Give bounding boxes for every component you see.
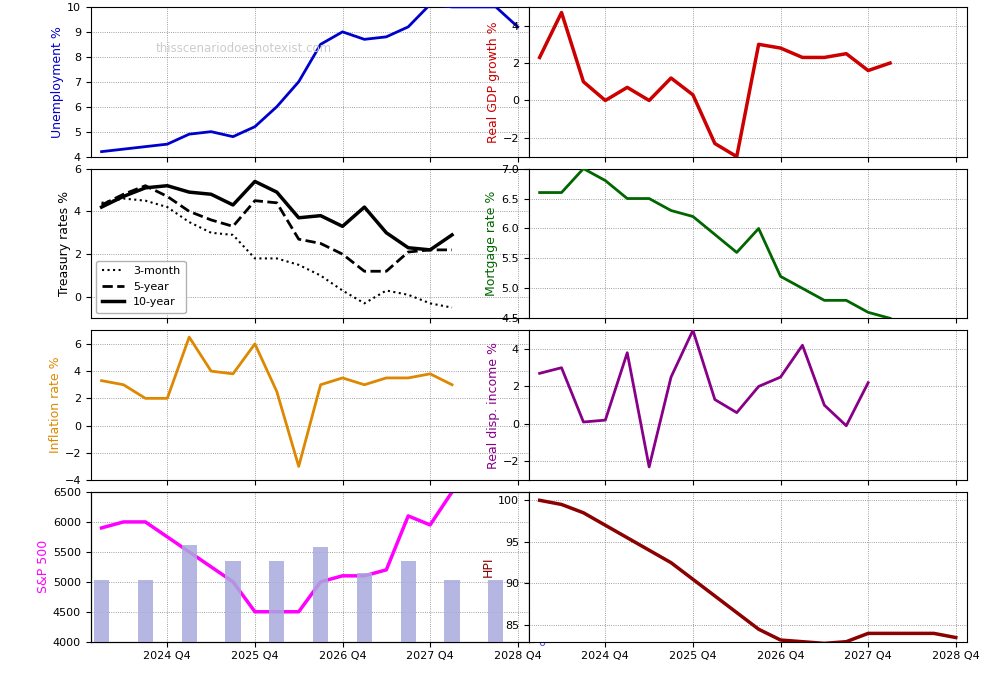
- Y-axis label: Real disp. income %: Real disp. income %: [486, 342, 499, 469]
- Y-axis label: Unemployment %: Unemployment %: [51, 26, 64, 138]
- Y-axis label: S&P 500: S&P 500: [37, 540, 50, 593]
- Y-axis label: Real GDP growth %: Real GDP growth %: [486, 21, 499, 143]
- Bar: [356, 573, 372, 642]
- Legend: 3-month, 5-year, 10-year: 3-month, 5-year, 10-year: [97, 261, 185, 313]
- Bar: [401, 561, 416, 642]
- Bar: [444, 580, 459, 642]
- Bar: [269, 561, 284, 642]
- Bar: [226, 561, 241, 642]
- Y-axis label: Mortgage rate %: Mortgage rate %: [485, 190, 498, 296]
- Y-axis label: VIX: VIX: [555, 556, 568, 578]
- Y-axis label: HPI: HPI: [482, 557, 495, 577]
- Bar: [181, 545, 196, 642]
- Bar: [94, 580, 109, 642]
- Bar: [313, 547, 328, 642]
- Y-axis label: Inflation rate %: Inflation rate %: [48, 357, 61, 453]
- Bar: [488, 580, 504, 642]
- Y-axis label: Treasury rates %: Treasury rates %: [58, 191, 71, 296]
- Bar: [138, 580, 153, 642]
- Text: thisscenariodoesnotexist.com: thisscenariodoesnotexist.com: [156, 42, 332, 55]
